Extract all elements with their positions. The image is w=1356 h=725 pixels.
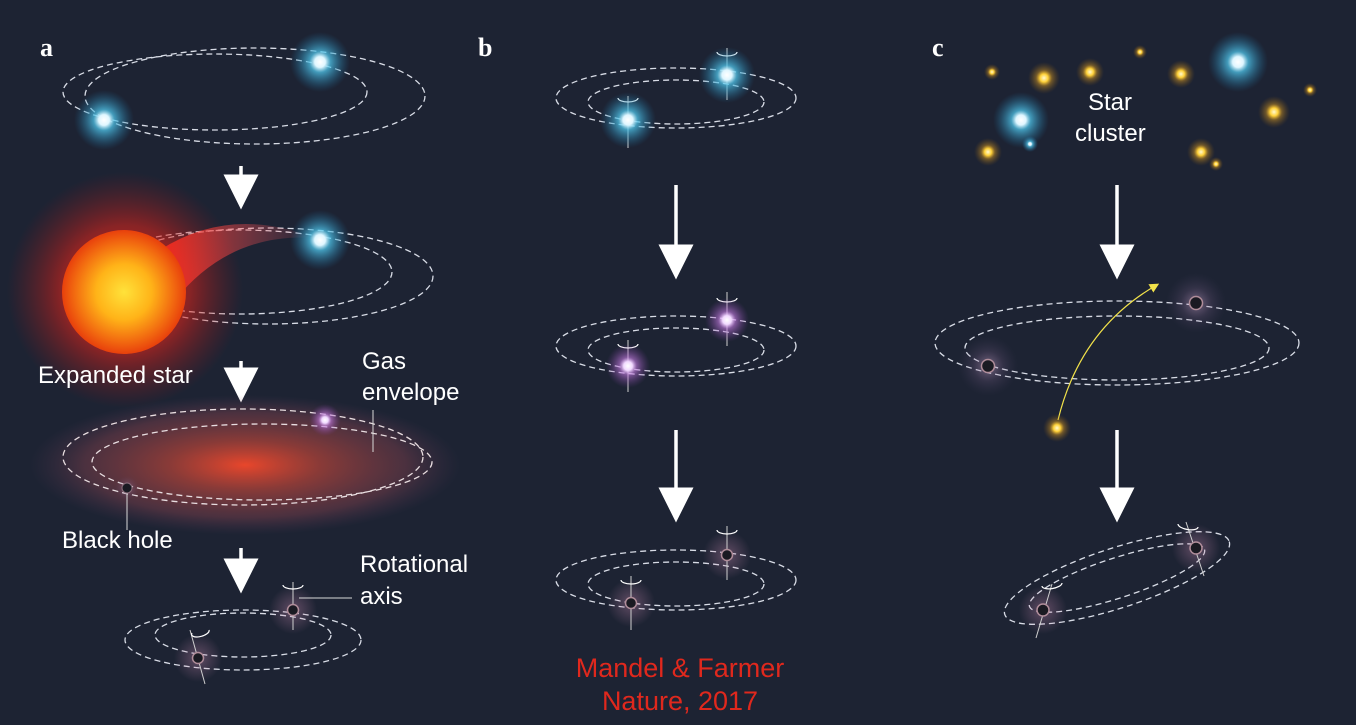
star-cluster — [974, 32, 1317, 171]
orbit-outer — [124, 609, 362, 671]
yellow-star — [1303, 83, 1317, 97]
orbit-outer — [555, 315, 797, 377]
black-hole — [191, 651, 205, 665]
black-hole — [1189, 541, 1203, 555]
blue-star — [290, 32, 350, 92]
rotation-arrow-icon — [1041, 582, 1063, 590]
panel-label-b: b — [478, 33, 493, 62]
yellow-star — [1209, 157, 1223, 171]
black-hole — [1036, 603, 1050, 617]
orbit-outer — [62, 53, 368, 131]
gas-envelope — [30, 395, 460, 535]
star-cluster-label-line1: Star — [1088, 89, 1133, 116]
black-hole-label: Black hole — [62, 527, 173, 554]
panel-a-stage3-gas-envelope — [30, 395, 460, 535]
panel-c-stage3-bhs — [1019, 521, 1220, 639]
gas-envelope-label-line1: Gas — [362, 348, 407, 375]
purple-star — [309, 404, 341, 436]
panel-a-stage1-binary — [62, 32, 426, 150]
rotation-arrow-icon — [620, 579, 642, 585]
star-cluster-label-line2: cluster — [1075, 120, 1146, 147]
orbit-inner — [587, 79, 765, 125]
black-hole — [286, 603, 300, 617]
yellow-star — [1258, 96, 1290, 128]
yellow-star — [1187, 138, 1215, 166]
black-hole — [624, 596, 638, 610]
rotation-arrow-icon — [191, 629, 210, 638]
gas-envelope-label-line2: envelope — [362, 379, 460, 406]
panel-a-stage2-expanded-star — [7, 172, 434, 408]
blue-star — [1022, 136, 1038, 152]
panel-c-stage2-capture — [934, 273, 1300, 442]
rotation-arrow-icon — [282, 584, 304, 590]
yellow-star — [1028, 62, 1060, 94]
orbit-outer — [555, 549, 797, 611]
rotation-arrow-icon — [716, 529, 738, 535]
orbit-inner — [154, 612, 332, 658]
blue-star — [993, 92, 1049, 148]
blue-star — [1208, 32, 1268, 92]
panel-a-stage4-bh-binary — [124, 582, 362, 685]
blue-star — [290, 210, 350, 270]
orbit-outer — [62, 408, 424, 506]
black-hole — [720, 548, 734, 562]
rotational-axis-label-line2: axis — [360, 583, 403, 610]
capture-trajectory-arrow — [1057, 283, 1160, 421]
orbit-outer — [934, 300, 1300, 386]
yellow-star — [984, 64, 1000, 80]
panel-b-stage1-binary — [555, 47, 797, 148]
rotational-axis-label-line1: Rotational — [360, 551, 469, 578]
black-hole — [980, 358, 996, 374]
rotation-arrow-icon — [1177, 523, 1199, 531]
panel-b-stage2-purple-binary — [555, 292, 797, 392]
orbit-inner — [587, 561, 765, 607]
orbit-outer — [1003, 531, 1231, 625]
panel-b — [555, 47, 797, 630]
credit-line1: Mandel & Farmer — [575, 653, 785, 683]
purple-star — [606, 344, 650, 388]
expanded-star — [62, 230, 186, 354]
orbit-inner — [84, 47, 426, 145]
mass-transfer-stream — [160, 224, 315, 300]
orbit-inner — [91, 423, 433, 501]
purple-star — [705, 298, 749, 342]
yellow-star — [1133, 45, 1147, 59]
black-hole — [121, 482, 133, 494]
blue-star — [600, 92, 656, 148]
panel-label-c: c — [932, 33, 944, 62]
expanded-star-label: Expanded star — [38, 362, 193, 389]
panel-a — [7, 32, 460, 685]
blue-star — [699, 47, 755, 103]
panel-c — [934, 32, 1317, 639]
black-hole — [1188, 295, 1204, 311]
panel-b-stage3-bh-binary — [555, 526, 797, 630]
panel-label-a: a — [40, 33, 53, 62]
yellow-star — [1167, 60, 1195, 88]
orbit-inner — [587, 327, 765, 373]
orbit-outer — [555, 67, 797, 129]
yellow-star — [974, 138, 1002, 166]
credit-line2: Nature, 2017 — [601, 686, 759, 716]
yellow-star — [1043, 414, 1071, 442]
yellow-star — [1076, 58, 1104, 86]
blue-star — [74, 90, 134, 150]
